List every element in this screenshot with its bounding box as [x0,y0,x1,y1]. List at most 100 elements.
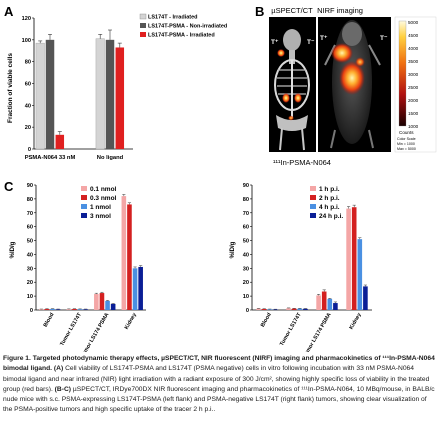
legend-label-c8: 24 h p.i. [319,213,343,220]
legend-label-c1: 0.1 nmol [90,186,117,193]
panel-a-bar [115,47,125,149]
panel-a-y-tick-label: 40 [25,103,31,109]
panel-c-left-bar [39,309,44,310]
panel-c-right-bar [297,308,303,310]
legend-label-c4: 3 nmol [90,213,111,220]
panel-c-right-category-label: Tumor LS174 PSMA [302,312,333,352]
colorbar-unit: Counts [399,130,414,135]
legend-swatch-c4 [81,213,87,218]
panel-c-right-bar [351,207,357,310]
colorbar [394,16,437,153]
colorbar-tick: 3000 [408,72,419,77]
panel-c-left-y-tick-label: 80 [27,197,33,203]
panel-c-right-category-label: Blood [260,312,273,328]
panel-c-left-bar [132,268,138,310]
spect-ct-image [269,17,316,152]
legend-swatch-c5 [310,186,316,191]
colorbar-min: Min = 1000 [397,142,415,146]
spect-tplus-label: T⁺ [271,39,279,46]
legend-swatch-c3 [81,204,87,209]
panel-a-letter: A [4,4,14,19]
panel-a-legend: LS174T - Irradiated LS174T-PSMA - Non-ir… [139,13,227,39]
panel-a-bars [35,29,125,150]
panel-a-y-tick-label: 60 [25,82,31,88]
panel-c-left-bar [72,309,77,310]
figure-canvas: A Fraction of viable cells 0204060801001… [4,4,437,352]
panel-c-left-bar [50,308,55,310]
panel-c-left-category-label: Tumor LS174 PSMA [80,312,111,352]
panel-c-left-category-label: Blood [43,312,56,328]
legend-swatch-c8 [310,213,316,218]
label-spect: µSPECT/CT [271,6,313,15]
colorbar-scale-label: Color Scale [397,137,416,141]
colorbar-tick: 3500 [408,59,419,64]
panel-c-right-category-label: Tumor LS174T [279,311,303,347]
panel-a-group-label-2: No ligand [97,155,124,161]
panel-c-left-y-tick-label: 50 [27,239,33,245]
legend-swatch-c6 [310,195,316,200]
panel-c-right-bar [316,295,321,310]
panel-c-right-bar [346,208,351,310]
panel-c-left-legend: 0.1 nmol 0.3 nmol 1 nmol 3 nmol [81,186,117,220]
caption-title: Figure 1. Targeted photodynamic therapy … [3,355,435,373]
legend-label-a2: LS174T-PSMA - Non-irradiated [148,24,227,30]
colorbar-max: Max = 5000 [397,147,416,151]
colorbar-tick: 2000 [408,98,419,103]
caption-a-text: Cell viability of LS174T-PSMA and LS174T… [3,365,430,393]
panel-a-y-tick-label: 100 [22,38,31,44]
legend-label-c2: 0.3 nmol [90,195,117,202]
panel-a-ylabel: Fraction of viable cells [7,53,14,123]
panel-c-left-y-tick-label: 30 [27,266,33,272]
panel-c-right-y-tick-label: 30 [243,266,249,272]
panel-c-left-bar [77,309,83,310]
panel-c-left-y-tick-label: 70 [27,211,33,217]
panel-a-y-tick-label: 0 [28,147,31,153]
panel-c-left-bar [127,204,132,310]
panel-c-right-y-tick-label: 50 [243,239,249,245]
colorbar-tick: 1000 [408,124,419,129]
tracer-label: ¹¹¹In-PSMA-N064 [273,158,331,167]
panel-c-right-y-tick-label: 60 [243,225,249,231]
legend-label-c6: 2 h p.i. [319,195,340,202]
panel-c-right-category-label: Kidney [349,312,363,331]
panel-c-right-y-tick-label: 90 [243,183,249,189]
legend-label-a1: LS174T - Irradiated [148,15,198,21]
panel-c-right-bar [267,309,273,310]
panel-c-right-bar [261,309,267,310]
nirf-tplus-label: T⁺ [320,35,328,42]
panel-c-right-bar [333,303,338,310]
panel-c-right-y-tick-label: 40 [243,252,249,258]
legend-swatch-c2 [81,195,87,200]
panel-c-right-y-tick-label: 70 [243,211,249,217]
panel-c-left-y-tick-label: 90 [27,183,33,189]
panel-a-bar [95,38,105,150]
panel-c-right-y-tick-label: 20 [243,280,249,286]
panel-c-right-bar [321,291,327,310]
colorbar-tick: 4000 [408,46,419,51]
figure-caption: Figure 1. Targeted photodynamic therapy … [3,354,435,438]
caption-bc-text: µSPECT/CT, IRDye700DX NIR fluorescent im… [3,385,435,414]
colorbar-tick: 1500 [408,111,419,116]
panel-a-y-tick-label: 20 [25,125,31,131]
panel-c-left-bar [110,303,116,310]
panel-c-left-category-label: Kidney [124,312,138,331]
panel-c-right-bar [303,308,308,310]
panel-c-left-bar [94,294,99,310]
panel-a-group-label-1: PSMA-N064 33 nM [25,155,76,161]
legend-swatch-a1 [139,13,147,20]
panel-c-left-bar [121,196,127,310]
panel-c-right-y-tick-label: 10 [243,294,249,300]
colorbar-tick: 4500 [408,33,419,38]
panel-c-left-bar [99,293,105,310]
legend-swatch-a2 [140,23,146,28]
legend-label-a3: LS174T-PSMA - Irradiated [148,33,215,39]
legend-swatch-a3 [140,32,146,37]
colorbar-tick: 5000 [408,20,419,25]
panel-c-right-chart: 0 10 20 30 40 50 60 70 80 90 Blood Tumor LS174T Tumo… [243,183,372,352]
panel-c-right-legend: 1 h p.i. 2 h p.i. 4 h p.i. 24 h p.i. [310,186,343,220]
legend-swatch-c7 [310,204,316,209]
panel-c-left-y-tick-label: 60 [27,225,33,231]
panel-c-left-bar [66,309,72,310]
panel-c-right-y-tick-label: 0 [246,308,249,314]
panel-b-letter: B [255,4,264,19]
